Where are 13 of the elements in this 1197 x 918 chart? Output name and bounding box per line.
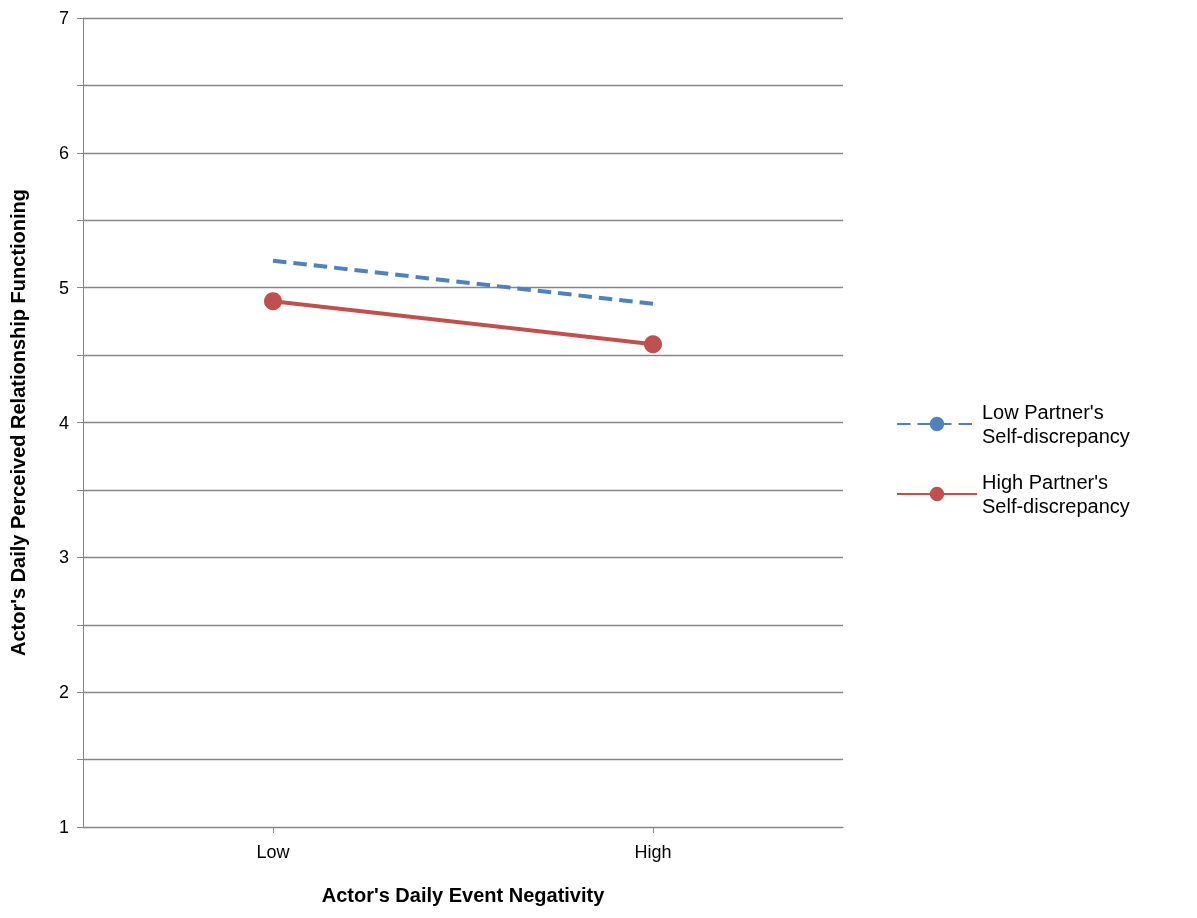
y-tick-label: 2 bbox=[58, 682, 69, 703]
x-tick-label: High bbox=[634, 842, 672, 862]
x-tick-label: Low bbox=[256, 842, 291, 862]
y-tick-label: 7 bbox=[58, 8, 69, 28]
y-axis-title: Actor's Daily Perceived Relationship Functioning bbox=[7, 188, 29, 657]
legend-label: High Partner's Self-discrepancy bbox=[982, 471, 1130, 517]
y-tick-label: 5 bbox=[58, 277, 69, 298]
x-axis-title: Actor's Daily Event Negativity bbox=[321, 884, 606, 906]
y-tick-label: 1 bbox=[58, 817, 69, 837]
y-tick-label: 4 bbox=[58, 412, 69, 433]
y-tick-label: 3 bbox=[58, 547, 69, 568]
legend-label: Low Partner's Self-discrepancy bbox=[982, 401, 1130, 447]
y-tick-label: 6 bbox=[58, 142, 69, 163]
